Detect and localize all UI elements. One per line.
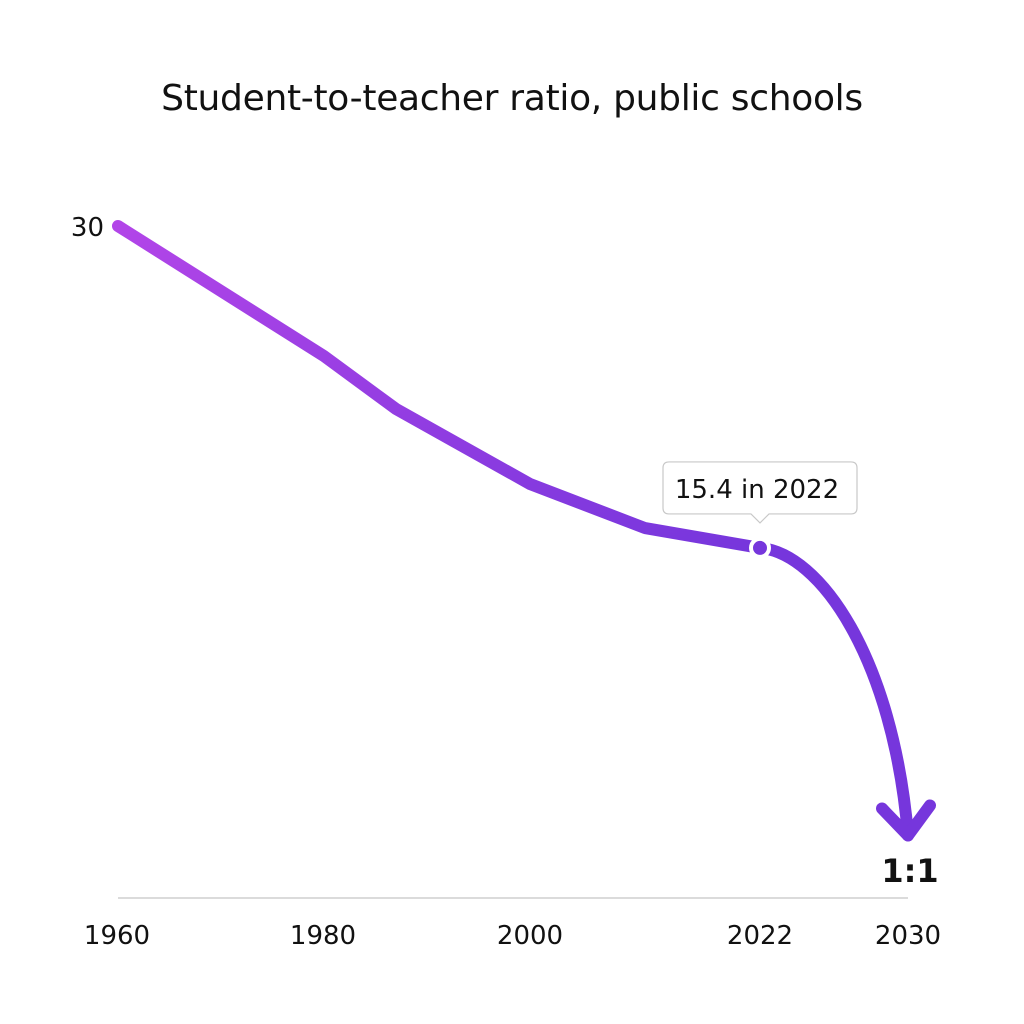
arrow-head: [876, 799, 936, 842]
x-tick-label: 1960: [84, 921, 150, 951]
annotation-callout: 15.4 in 2022: [662, 461, 858, 524]
series-line: [112, 220, 766, 554]
data-point-2022: [749, 536, 771, 559]
x-tick-label: 1980: [290, 921, 356, 951]
x-tick-label: 2000: [497, 921, 563, 951]
projection-curve: [754, 541, 914, 842]
x-tick-label: 2030: [875, 921, 941, 951]
y-tick-label: 30: [71, 213, 104, 243]
chart-title: Student-to-teacher ratio, public schools: [161, 78, 863, 119]
x-tick-label: 2022: [727, 921, 793, 951]
callout-box: [662, 461, 858, 524]
end-label: 1:1: [881, 852, 938, 890]
callout-text: 15.4 in 2022: [675, 475, 839, 505]
